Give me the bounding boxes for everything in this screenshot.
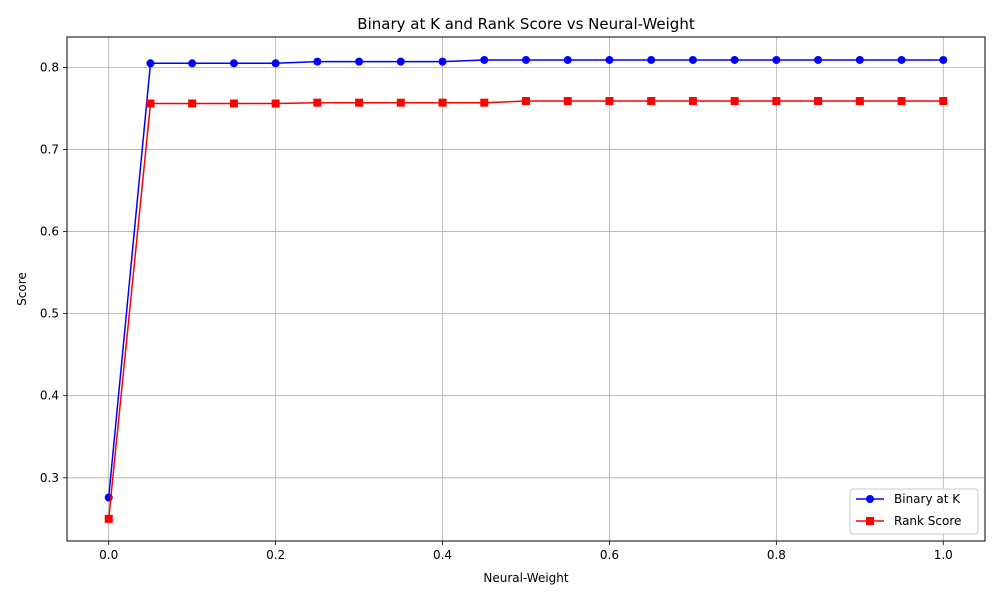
x-tick-label: 0.2: [266, 548, 285, 562]
x-tick-label: 0.8: [767, 548, 786, 562]
data-point-binary-at-k: [605, 55, 614, 64]
data-point-rank-score: [396, 98, 405, 107]
data-point-rank-score: [855, 97, 864, 106]
axis-ticks: 0.0 0.2 0.4 0.6 0.8 1.0 0.3 0.4 0.5 0.6 0.7 0.8: [40, 60, 953, 562]
legend-label-binary-at-k: Binary at K: [894, 492, 961, 506]
data-point-binary-at-k: [480, 55, 489, 64]
data-point-binary-at-k: [730, 55, 739, 64]
data-point-rank-score: [146, 99, 155, 108]
data-point-binary-at-k: [355, 57, 364, 66]
legend: Binary at K Rank Score: [849, 488, 979, 535]
data-point-binary-at-k: [814, 55, 823, 64]
data-point-rank-score: [188, 99, 197, 108]
x-tick-label: 0.4: [433, 548, 452, 562]
data-point-binary-at-k: [229, 59, 238, 68]
data-point-binary-at-k: [563, 55, 572, 64]
data-point-binary-at-k: [146, 59, 155, 68]
data-point-rank-score: [605, 97, 614, 106]
data-point-binary-at-k: [396, 57, 405, 66]
x-tick-label: 0.0: [99, 548, 118, 562]
y-tick-label: 0.5: [40, 307, 59, 321]
data-point-rank-score: [647, 97, 656, 106]
data-point-binary-at-k: [939, 55, 948, 64]
legend-box: [849, 488, 979, 535]
data-point-binary-at-k: [772, 55, 781, 64]
data-point-binary-at-k: [522, 55, 530, 64]
data-point-rank-score: [939, 97, 948, 106]
data-point-rank-score: [730, 97, 739, 106]
legend-label-rank-score: Rank Score: [894, 514, 961, 528]
y-tick-label: 0.3: [40, 471, 59, 485]
data-point-binary-at-k: [855, 55, 864, 64]
data-point-rank-score: [772, 97, 781, 106]
data-point-rank-score: [271, 99, 280, 108]
data-point-binary-at-k: [647, 55, 656, 64]
y-axis-label: Score: [15, 272, 29, 306]
data-point-binary-at-k: [688, 55, 697, 64]
data-point-rank-score: [688, 97, 697, 106]
data-point-binary-at-k: [313, 57, 322, 66]
data-point-rank-score: [229, 99, 238, 108]
x-tick-label: 1.0: [934, 548, 953, 562]
x-tick-label: 0.6: [600, 548, 619, 562]
data-point-rank-score: [480, 98, 489, 107]
plot-area-frame: [66, 36, 986, 542]
y-tick-label: 0.6: [40, 225, 59, 239]
y-tick-label: 0.8: [40, 60, 59, 74]
data-point-binary-at-k: [271, 59, 280, 68]
legend-marker-rank-score: [866, 517, 874, 525]
data-point-rank-score: [563, 97, 572, 106]
data-point-rank-score: [522, 97, 530, 106]
data-point-binary-at-k: [188, 59, 197, 68]
grid: [67, 37, 985, 541]
data-point-binary-at-k: [897, 55, 906, 64]
legend-marker-binary-at-k: [866, 495, 874, 503]
data-point-rank-score: [814, 97, 823, 106]
x-axis-label: Neural-Weight: [483, 571, 569, 585]
series-layer: [104, 55, 948, 523]
chart-title: Binary at K and Rank Score vs Neural-Wei…: [357, 15, 695, 33]
data-point-rank-score: [104, 514, 113, 523]
y-tick-label: 0.4: [40, 389, 59, 403]
y-tick-label: 0.7: [40, 142, 59, 156]
data-point-rank-score: [897, 97, 906, 106]
data-point-rank-score: [355, 98, 364, 107]
data-point-rank-score: [313, 98, 322, 107]
data-point-rank-score: [438, 98, 447, 107]
data-point-binary-at-k: [438, 57, 447, 66]
